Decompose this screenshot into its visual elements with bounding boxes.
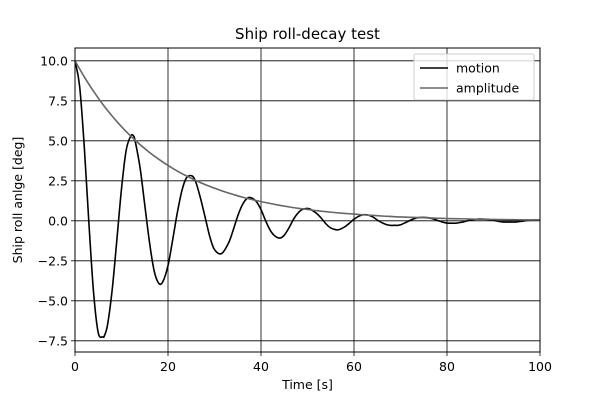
axes-frame	[74, 47, 541, 353]
x-axis-label: Time [s]	[281, 377, 333, 392]
x-tick-label: 60	[346, 359, 362, 374]
y-tick-label: 10.0	[40, 53, 68, 68]
plot-lines	[74, 60, 541, 339]
y-tick-label: 7.5	[48, 93, 68, 108]
legend: motion amplitude	[413, 53, 535, 101]
x-tick-label: 80	[439, 359, 455, 374]
x-tick-label: 100	[528, 359, 552, 374]
series-line-motion	[74, 60, 541, 339]
ticks: 0 20 40 60 80 100 −7.5 −5.0 −2.5 0.0 2.5 5.0 7.5 10.0	[38, 53, 552, 374]
y-axis-label: Ship roll anlge [deg]	[10, 137, 25, 264]
y-tick-label: 2.5	[48, 173, 68, 188]
y-tick-label: 0.0	[48, 213, 68, 228]
y-tick-label: −5.0	[38, 293, 68, 308]
y-tick-label: 5.0	[48, 133, 68, 148]
chart-title: Ship roll-decay test	[235, 25, 380, 43]
legend-label-amplitude: amplitude	[456, 81, 519, 96]
series-line-amplitude	[74, 60, 541, 221]
y-tick-label: −7.5	[38, 333, 68, 348]
y-tick-label: −2.5	[38, 253, 68, 268]
x-tick-label: 40	[253, 359, 269, 374]
legend-label-motion: motion	[456, 61, 500, 76]
x-tick-label: 0	[71, 359, 79, 374]
x-tick-label: 20	[160, 359, 176, 374]
